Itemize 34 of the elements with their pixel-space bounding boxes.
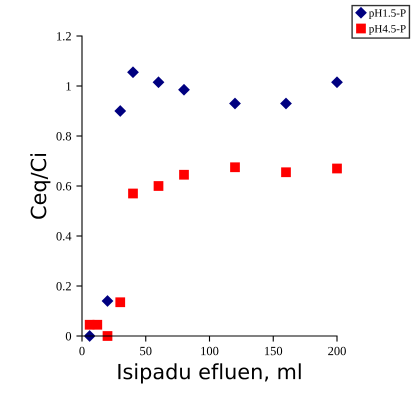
point [127, 66, 139, 78]
point [152, 76, 164, 88]
y-tick-label: 0.2 [56, 282, 71, 291]
point [229, 98, 241, 110]
point [128, 188, 138, 198]
x-tick-label: 100 [201, 346, 218, 356]
y-tick-label: 0.4 [56, 232, 72, 241]
x-axis-title: Isipadu efluen, ml [118, 363, 301, 384]
y-tick-label: 1.2 [57, 32, 71, 41]
x-tick-label: 200 [328, 346, 346, 356]
x-tick-label: 150 [264, 346, 282, 356]
point [281, 167, 291, 178]
y-tick-label: 0.8 [56, 132, 72, 141]
point [84, 330, 96, 342]
point [154, 181, 164, 191]
y-tick-label: 0.6 [56, 182, 72, 191]
legend-label: pH1.5-P [368, 9, 406, 20]
point [331, 76, 343, 88]
point [102, 331, 112, 341]
point [114, 105, 126, 117]
point [230, 162, 240, 172]
point [332, 164, 342, 174]
x-tick-label: 50 [140, 346, 152, 356]
y-axis-title: Ceq/Ci [30, 154, 50, 219]
point [115, 297, 126, 308]
point [178, 84, 190, 96]
legend-label: pH4.5-P [368, 25, 406, 35]
x-tick-label: 0 [79, 346, 85, 356]
point [102, 295, 114, 307]
point [280, 98, 292, 110]
point [92, 320, 102, 330]
point [179, 170, 189, 180]
y-tick-label: 1 [66, 82, 71, 90]
y-tick-label: 0 [66, 332, 72, 340]
